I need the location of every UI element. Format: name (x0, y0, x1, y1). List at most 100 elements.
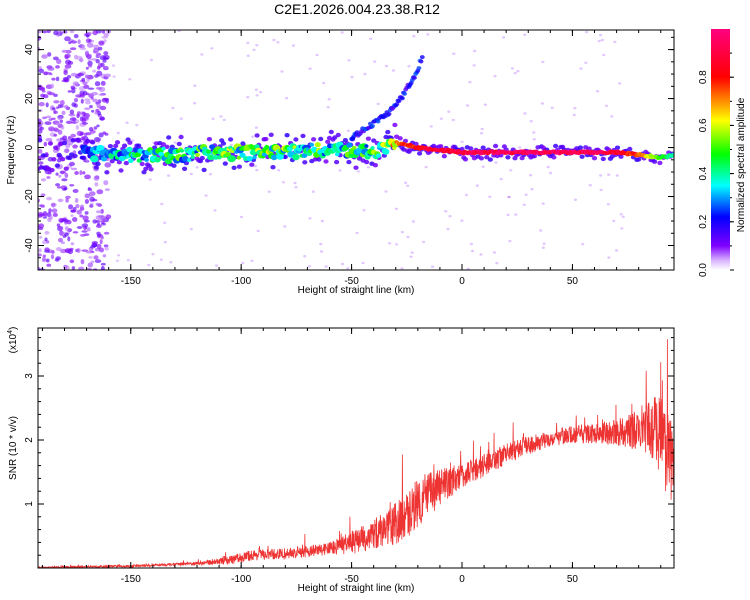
heatmap-cell (229, 151, 235, 157)
heatmap-cell (89, 194, 94, 197)
heatmap-cell (607, 256, 611, 259)
heatmap-cell (70, 85, 76, 90)
heatmap-cell (429, 125, 433, 128)
heatmap-cell (45, 137, 53, 142)
heatmap-cell (38, 138, 43, 143)
heatmap-cell (384, 190, 388, 193)
heatmap-cell (480, 145, 486, 150)
heatmap-cell (100, 217, 106, 222)
heatmap-cell (82, 81, 88, 85)
heatmap-cell (82, 215, 89, 221)
heatmap-cell (252, 155, 257, 160)
snr-multiplier-close: ) (8, 327, 19, 330)
heatmap-cell (481, 165, 485, 168)
heatmap-cell (652, 159, 658, 164)
heatmap-cell (90, 96, 94, 100)
heatmap-cell (409, 255, 413, 258)
heatmap-cell (55, 256, 62, 261)
heatmap-cell (73, 98, 79, 103)
heatmap-cell (92, 30, 98, 36)
heatmap-cell (671, 152, 674, 157)
heatmap-cell (94, 259, 102, 263)
heatmap-cell (131, 139, 135, 142)
heatmap-cell (57, 198, 64, 202)
heatmap-cell (176, 141, 182, 147)
snr-frame (37, 327, 675, 569)
heatmap-cell (618, 82, 622, 85)
heatmap-cell (293, 137, 299, 142)
heatmap-cell (171, 106, 175, 110)
heatmap-cell (56, 186, 62, 189)
heatmap-cell (63, 150, 67, 153)
heatmap-cell (103, 33, 110, 37)
heatmap-cell (373, 60, 377, 63)
heatmap-cell (38, 253, 42, 257)
heatmap-cell (241, 261, 245, 265)
heatmap-cell (195, 152, 200, 157)
heatmap-cell (338, 169, 342, 172)
heatmap-cell (470, 249, 475, 253)
heatmap-cell (460, 140, 464, 143)
heatmap-cell (65, 143, 71, 149)
heatmap-cell (596, 90, 600, 93)
heatmap-cell (85, 250, 93, 254)
heatmap-cell (62, 217, 67, 221)
heatmap-cell (160, 202, 164, 206)
heatmap-cell (84, 193, 91, 199)
heatmap-cell (45, 102, 49, 108)
heatmap-cell (81, 111, 86, 117)
heatmap-cell (76, 226, 83, 229)
heatmap-cell (318, 136, 324, 142)
heatmap-cell (39, 126, 44, 131)
heatmap-cell (56, 247, 62, 252)
y-tick-label: 1 (24, 501, 35, 507)
heatmap-cell (591, 156, 598, 161)
heatmap-cell (51, 77, 56, 81)
heatmap-cell (114, 140, 121, 145)
heatmap-cell (553, 143, 559, 149)
heatmap-cell (38, 68, 45, 74)
heatmap-cell (43, 141, 47, 147)
heatmap-cell (75, 94, 82, 98)
heatmap-cell (430, 265, 435, 268)
heatmap-cell (75, 204, 80, 209)
heatmap-cell (91, 241, 99, 245)
heatmap-cell (217, 155, 222, 160)
heatmap-cell (104, 188, 110, 192)
heatmap-cell (363, 72, 367, 76)
heatmap-cell (167, 174, 171, 177)
heatmap-cell (109, 159, 115, 164)
heatmap-cell (382, 148, 390, 155)
heatmap-cell (246, 41, 250, 45)
heatmap-cell (193, 102, 197, 105)
heatmap-cell (91, 58, 98, 61)
heatmap-cell (89, 204, 94, 208)
heatmap-cell (488, 195, 492, 198)
heatmap-cell (411, 220, 415, 223)
heatmap-cell (252, 48, 256, 52)
heatmap-cell (479, 253, 483, 256)
heatmap-cell (81, 230, 88, 233)
heatmap-cell (92, 219, 97, 224)
heatmap-cell (69, 30, 75, 34)
heatmap-cell (84, 211, 89, 215)
heatmap-cell (469, 242, 473, 246)
heatmap-cell (484, 155, 490, 160)
heatmap-cell (291, 44, 296, 47)
heatmap-cell (141, 170, 147, 175)
heatmap-cell (324, 265, 328, 268)
heatmap-cell (441, 154, 447, 159)
heatmap-cell (396, 99, 402, 103)
heatmap-cell (80, 136, 86, 141)
heatmap-cell (148, 167, 154, 172)
heatmap-cell (581, 243, 585, 246)
heatmap-cell (294, 186, 298, 189)
heatmap-cell (189, 172, 193, 176)
heatmap-cell (419, 55, 425, 60)
heatmap-cell (366, 166, 370, 169)
heatmap-cell (96, 103, 101, 109)
heatmap-cell (492, 251, 496, 254)
y-tick-label: 20 (24, 93, 35, 105)
heatmap-cell (85, 100, 91, 105)
heatmap-cell (386, 112, 392, 116)
